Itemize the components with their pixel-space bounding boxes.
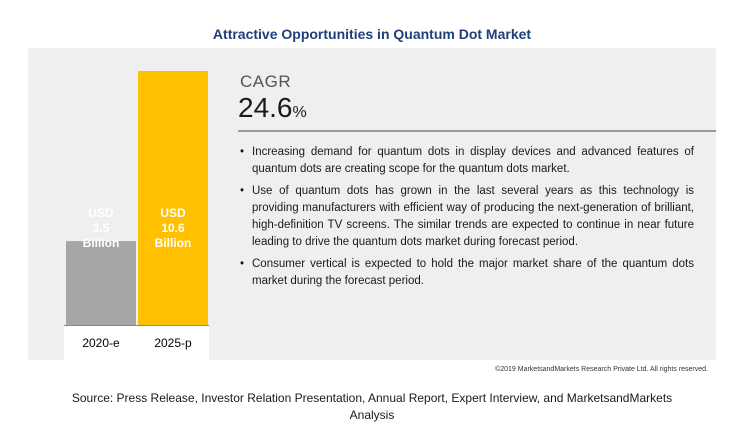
insight-list: Increasing demand for quantum dots in di… (238, 144, 694, 295)
cagr-unit: % (292, 104, 307, 121)
cagr-value: 24.6% (238, 92, 307, 124)
insight-item: Consumer vertical is expected to hold th… (238, 256, 694, 290)
insight-item: Use of quantum dots has grown in the las… (238, 183, 694, 251)
x-axis (64, 325, 209, 361)
chart-title: Attractive Opportunities in Quantum Dot … (212, 26, 532, 42)
copyright-notice: ©2019 MarketsandMarkets Research Private… (495, 366, 708, 373)
cagr-divider (238, 130, 716, 132)
cagr-number: 24.6 (238, 92, 293, 123)
insight-item: Increasing demand for quantum dots in di… (238, 144, 694, 178)
cagr-label: CAGR (240, 72, 292, 91)
source-note: Source: Press Release, Investor Relation… (71, 391, 673, 422)
